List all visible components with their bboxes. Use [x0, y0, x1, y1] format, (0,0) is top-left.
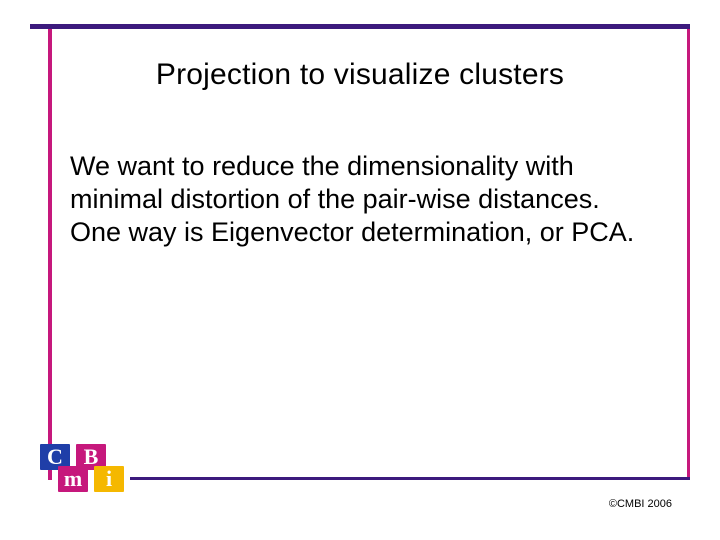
cmbi-logo: C B m i: [40, 444, 118, 496]
slide-title: Projection to visualize clusters: [0, 58, 720, 92]
top-rule: [30, 24, 690, 29]
bottom-rule: [130, 477, 690, 480]
copyright: ©CMBI 2006: [609, 498, 672, 510]
slide-body: We want to reduce the dimensionality wit…: [70, 150, 650, 249]
left-rule: [48, 29, 52, 480]
logo-tile-i-letter: i: [106, 466, 112, 491]
logo-tile-i: i: [94, 466, 124, 492]
right-rule: [687, 29, 690, 480]
logo-tile-m: m: [58, 466, 88, 492]
slide: Projection to visualize clusters We want…: [0, 0, 720, 540]
